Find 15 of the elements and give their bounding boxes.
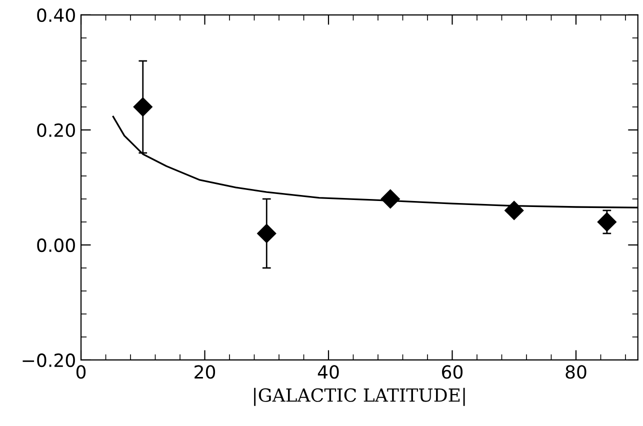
point	[597, 212, 616, 232]
point	[380, 189, 400, 208]
point	[133, 97, 152, 116]
x-tick-label: 0	[76, 365, 86, 379]
y-tick-label: −0.20	[22, 353, 75, 368]
point	[257, 224, 276, 243]
x-axis-title: |GALACTIC LATITUDE|	[254, 388, 465, 406]
point	[504, 200, 524, 220]
y-tick-label: 0.40	[37, 8, 75, 22]
x-tick-label: 80	[566, 365, 586, 379]
y-tick-label: 0.20	[37, 123, 75, 138]
x-tick-label: 40	[318, 365, 339, 379]
y-tick-label: 0.00	[37, 238, 75, 252]
x-tick-label: 60	[442, 365, 463, 379]
x-tick-label: 20	[194, 365, 216, 379]
